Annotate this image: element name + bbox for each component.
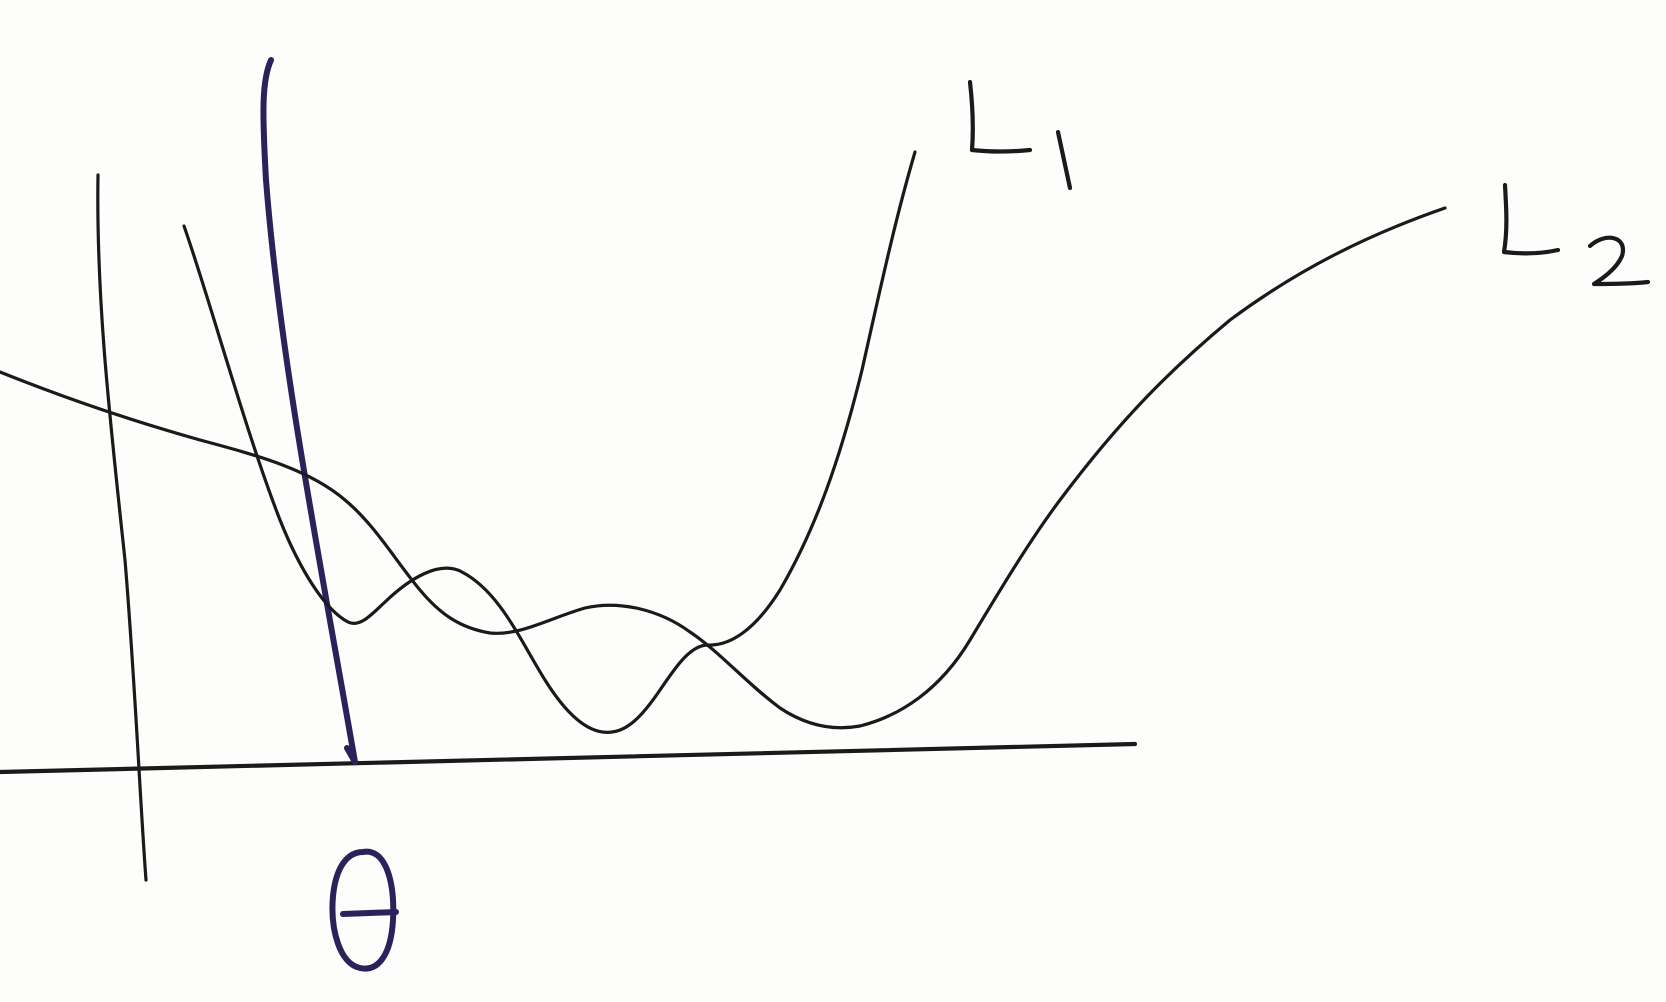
curve-l1 <box>182 150 917 734</box>
theta-label-circle <box>329 848 397 972</box>
curve-l1-label-stroke <box>967 79 1033 154</box>
curve-l2 <box>0 206 1447 730</box>
theta-label: θ <box>329 848 399 972</box>
curve-l1-label: L1 <box>967 79 1073 191</box>
y-axis <box>96 173 148 882</box>
theta-tick <box>344 745 358 765</box>
x-axis <box>0 741 1138 775</box>
theta-marker-line <box>260 57 358 765</box>
curve-l2-label: L2 <box>1501 182 1651 287</box>
curve-l2-label-subscript <box>1587 235 1651 287</box>
curve-l1-label-subscript <box>1055 129 1073 191</box>
theta-label-bar <box>340 909 399 917</box>
curve-l2-label-stroke <box>1501 182 1561 256</box>
